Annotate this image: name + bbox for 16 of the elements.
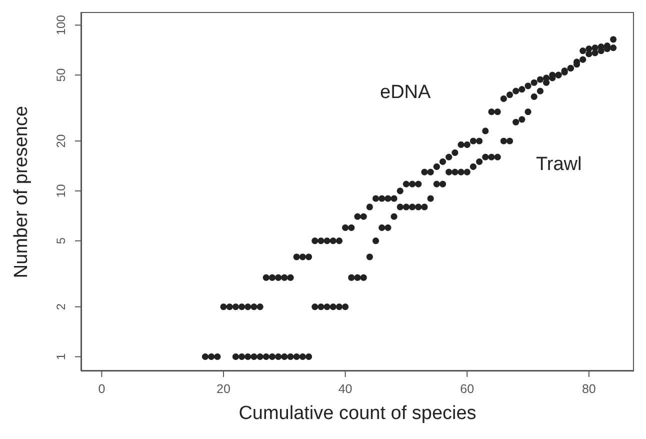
y-tick-label: 5 xyxy=(54,237,68,244)
y-tick-label: 10 xyxy=(54,184,68,198)
y-tick-label: 100 xyxy=(54,14,68,36)
x-tick-label: 60 xyxy=(460,382,474,396)
text: eDNA xyxy=(380,82,431,104)
x-tick-label: 40 xyxy=(338,382,352,396)
y-tick-label: 50 xyxy=(54,68,68,82)
x-axis-title: Cumulative count of species xyxy=(238,403,478,425)
y-tick-label: 2 xyxy=(54,303,68,310)
series-label: Trawl xyxy=(536,154,582,176)
y-axis-title: Number of presence xyxy=(11,105,33,278)
y-tick-label: 1 xyxy=(54,353,68,360)
x-tick-label: 80 xyxy=(582,382,596,396)
x-tick-label: 20 xyxy=(216,382,231,396)
x-tick-label: 0 xyxy=(98,382,106,396)
y-tick-label: 20 xyxy=(54,134,68,148)
